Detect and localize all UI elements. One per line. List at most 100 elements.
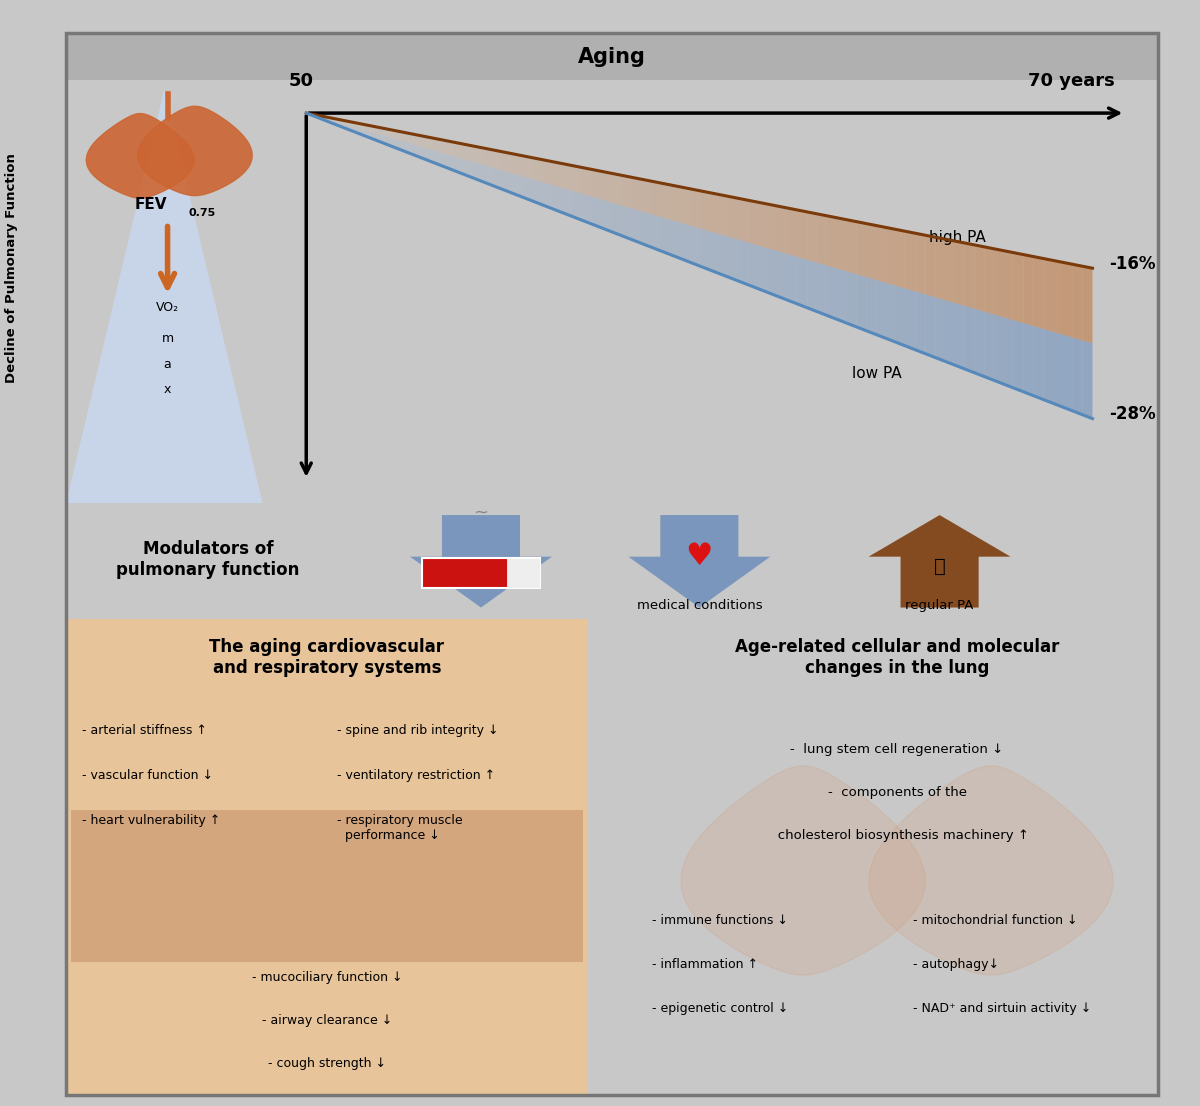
- Polygon shape: [866, 278, 876, 335]
- Polygon shape: [847, 220, 857, 274]
- Polygon shape: [571, 191, 582, 220]
- Text: Modulators of
pulmonary function: Modulators of pulmonary function: [116, 540, 300, 578]
- Text: - heart vulnerability ↑: - heart vulnerability ↑: [82, 814, 220, 827]
- Polygon shape: [326, 118, 336, 125]
- Polygon shape: [896, 285, 906, 346]
- Polygon shape: [346, 121, 355, 127]
- Polygon shape: [719, 195, 728, 237]
- Text: -  lung stem cell regeneration ↓: - lung stem cell regeneration ↓: [791, 743, 1003, 757]
- Polygon shape: [690, 226, 700, 265]
- Polygon shape: [484, 148, 493, 168]
- Polygon shape: [503, 152, 512, 174]
- Polygon shape: [306, 113, 316, 116]
- Polygon shape: [552, 185, 562, 212]
- Text: - ventilatory restriction ↑: - ventilatory restriction ↑: [337, 769, 496, 782]
- Polygon shape: [336, 119, 346, 125]
- Polygon shape: [946, 239, 955, 303]
- Polygon shape: [493, 168, 503, 189]
- Polygon shape: [836, 218, 847, 271]
- Polygon shape: [679, 222, 690, 262]
- Polygon shape: [592, 197, 601, 228]
- FancyBboxPatch shape: [422, 559, 540, 587]
- Text: - cough strength ↓: - cough strength ↓: [268, 1057, 386, 1070]
- Polygon shape: [512, 174, 522, 197]
- Text: -16%: -16%: [1109, 254, 1156, 272]
- Polygon shape: [365, 131, 376, 139]
- Polygon shape: [866, 223, 876, 280]
- Polygon shape: [424, 147, 434, 163]
- Polygon shape: [935, 298, 946, 362]
- Polygon shape: [1063, 262, 1073, 337]
- Polygon shape: [542, 159, 552, 185]
- Polygon shape: [798, 257, 808, 307]
- Polygon shape: [650, 213, 660, 251]
- Polygon shape: [385, 136, 395, 147]
- Polygon shape: [346, 125, 355, 133]
- Text: - spine and rib integrity ↓: - spine and rib integrity ↓: [337, 724, 499, 737]
- Polygon shape: [876, 226, 886, 283]
- Text: a: a: [163, 357, 172, 371]
- Polygon shape: [424, 136, 434, 150]
- Polygon shape: [620, 175, 630, 208]
- Polygon shape: [336, 122, 346, 128]
- Polygon shape: [630, 208, 641, 243]
- Polygon shape: [1033, 326, 1043, 399]
- Polygon shape: [670, 185, 679, 222]
- FancyBboxPatch shape: [71, 810, 583, 962]
- Polygon shape: [66, 90, 263, 503]
- Text: - immune functions ↓: - immune functions ↓: [652, 915, 787, 927]
- Text: - inflammation ↑: - inflammation ↑: [652, 958, 757, 971]
- Polygon shape: [434, 138, 444, 154]
- Polygon shape: [582, 167, 592, 197]
- Text: FEV: FEV: [134, 197, 167, 212]
- Polygon shape: [620, 206, 630, 239]
- Polygon shape: [630, 177, 641, 211]
- Polygon shape: [1054, 260, 1063, 335]
- Polygon shape: [306, 113, 316, 117]
- Polygon shape: [414, 145, 424, 159]
- Text: - epigenetic control ↓: - epigenetic control ↓: [652, 1002, 788, 1014]
- Polygon shape: [463, 159, 473, 178]
- Text: - mucociliary function ↓: - mucociliary function ↓: [252, 971, 402, 984]
- Polygon shape: [326, 117, 336, 122]
- Polygon shape: [965, 306, 974, 373]
- Polygon shape: [827, 216, 836, 269]
- Polygon shape: [611, 202, 620, 236]
- Polygon shape: [86, 114, 194, 198]
- Text: - airway clearance ↓: - airway clearance ↓: [262, 1014, 392, 1027]
- Polygon shape: [512, 154, 522, 177]
- Polygon shape: [709, 231, 719, 273]
- Polygon shape: [847, 271, 857, 327]
- Text: Age-related cellular and molecular
changes in the lung: Age-related cellular and molecular chang…: [734, 638, 1060, 677]
- Polygon shape: [444, 154, 454, 170]
- Polygon shape: [473, 163, 484, 181]
- Polygon shape: [700, 228, 709, 270]
- Polygon shape: [798, 210, 808, 260]
- Text: -  components of the: - components of the: [828, 785, 966, 799]
- Polygon shape: [601, 171, 611, 202]
- Polygon shape: [817, 263, 827, 315]
- Polygon shape: [935, 237, 946, 300]
- Polygon shape: [660, 182, 670, 220]
- Polygon shape: [886, 283, 896, 342]
- Polygon shape: [876, 280, 886, 338]
- Polygon shape: [768, 205, 778, 251]
- Polygon shape: [984, 247, 994, 314]
- Polygon shape: [533, 158, 542, 182]
- Polygon shape: [719, 234, 728, 278]
- Polygon shape: [758, 246, 768, 293]
- Text: VO₂: VO₂: [156, 301, 179, 314]
- Polygon shape: [857, 274, 866, 331]
- Polygon shape: [611, 174, 620, 206]
- Polygon shape: [857, 221, 866, 278]
- Polygon shape: [629, 515, 770, 607]
- Polygon shape: [582, 194, 592, 223]
- Polygon shape: [994, 314, 1004, 384]
- Polygon shape: [749, 242, 758, 289]
- Polygon shape: [434, 150, 444, 167]
- Polygon shape: [974, 309, 984, 377]
- Polygon shape: [749, 200, 758, 246]
- Text: 0.75: 0.75: [188, 208, 216, 218]
- Polygon shape: [385, 128, 395, 139]
- Polygon shape: [817, 213, 827, 265]
